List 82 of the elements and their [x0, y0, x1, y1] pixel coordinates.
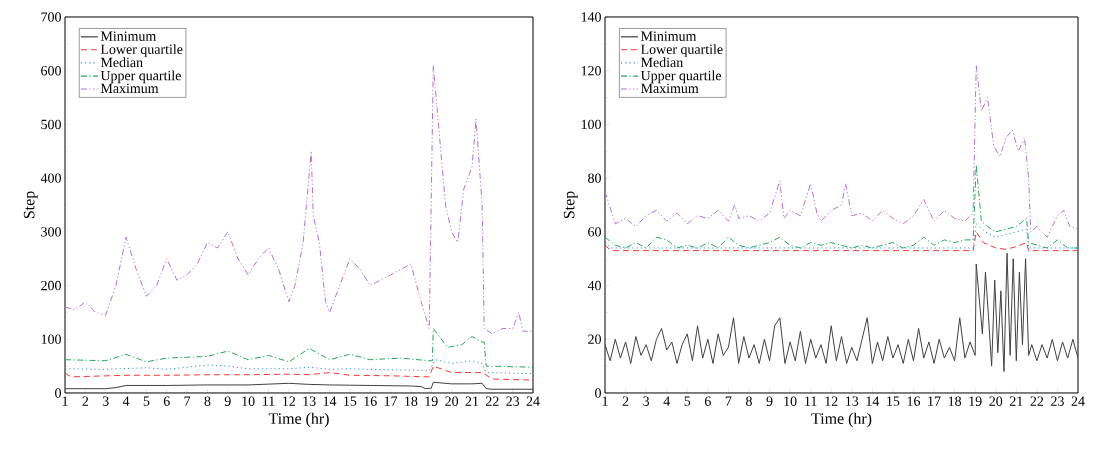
x-tick-label: 6 [163, 396, 170, 406]
x-tick-label: 11 [805, 396, 817, 406]
x-tick-label: 3 [643, 396, 650, 406]
x-tick-label: 4 [663, 396, 670, 406]
legend-label: Minimum [100, 31, 157, 41]
x-tick-label: 7 [725, 396, 732, 406]
y-tick-label: 100 [41, 334, 61, 344]
x-tick-label: 16 [907, 396, 921, 406]
x-tick-label: 8 [746, 396, 752, 406]
x-tick-label: 10 [784, 396, 797, 406]
y-tick-label: 40 [587, 280, 601, 291]
line-series [65, 359, 534, 375]
x-tick-label: 6 [704, 396, 711, 406]
x-tick-label: 12 [825, 396, 838, 406]
x-tick-label: 2 [622, 396, 629, 406]
y-axis-title: Step [563, 191, 578, 219]
x-tick-label: 20 [445, 396, 459, 406]
x-tick-label: 1 [62, 396, 68, 406]
x-tick-label: 24 [526, 396, 540, 406]
x-tick-label: 17 [384, 396, 398, 406]
x-tick-label: 5 [143, 396, 150, 406]
x-tick-label: 14 [866, 396, 880, 406]
x-tick-label: 9 [766, 396, 773, 406]
y-tick-label: 400 [40, 173, 61, 183]
legend-label: Maximum [641, 83, 699, 94]
x-tick-label: 23 [506, 396, 520, 406]
x-tick-label: 9 [224, 396, 231, 406]
y-axis-title: Step [23, 191, 38, 219]
x-tick-label: 2 [82, 396, 89, 406]
y-tick-label: 120 [581, 65, 601, 76]
x-tick-label: 17 [928, 396, 941, 406]
x-tick-label: 20 [989, 396, 1003, 406]
x-tick-label: 22 [1030, 396, 1044, 406]
x-tick-label: 8 [204, 396, 211, 406]
x-tick-label: 21 [1009, 396, 1023, 406]
x-tick-label: 19 [425, 396, 438, 406]
y-tick-label: 80 [588, 173, 601, 183]
x-tick-label: 14 [323, 396, 337, 406]
x-tick-label: 15 [887, 396, 900, 406]
x-axis-title: Time (hr) [268, 412, 329, 428]
x-tick-label: 19 [969, 396, 982, 406]
x-tick-label: 11 [262, 396, 275, 406]
x-tick-label: 5 [684, 396, 691, 406]
line-series [605, 164, 1079, 249]
legend-label: Median [100, 57, 143, 68]
x-tick-label: 1 [602, 396, 608, 406]
x-tick-label: 13 [303, 396, 316, 406]
x-tick-label: 23 [1051, 396, 1064, 406]
line-series [65, 328, 534, 368]
legend-label: Median [641, 57, 683, 68]
x-tick-label: 18 [948, 396, 962, 406]
line-series [65, 381, 534, 390]
x-tick-label: 7 [184, 396, 191, 406]
y-tick-label: 200 [41, 280, 61, 291]
x-tick-label: 16 [364, 396, 377, 406]
legend-label: Lower quartile [641, 44, 723, 57]
legend-label: Upper quartile [640, 70, 722, 84]
x-tick-label: 13 [846, 396, 859, 406]
legend-label: Upper quartile [100, 70, 181, 84]
x-tick-label: 24 [1071, 396, 1085, 406]
y-tick-label: 20 [588, 334, 601, 344]
x-axis-title: Time (hr) [811, 412, 872, 428]
legend-label: Maximum [100, 83, 159, 94]
y-tick-label: 100 [581, 119, 601, 130]
y-tick-label: 500 [41, 119, 61, 130]
x-tick-label: 10 [242, 396, 255, 406]
x-tick-label: 12 [283, 396, 296, 406]
x-tick-label: 4 [122, 396, 130, 406]
y-tick-label: 0 [595, 388, 601, 398]
y-tick-label: 300 [41, 227, 61, 237]
y-tick-label: 700 [41, 12, 61, 22]
y-tick-label: 600 [41, 65, 61, 76]
x-tick-label: 15 [344, 396, 357, 406]
y-tick-label: 140 [581, 12, 601, 22]
legend-label: Minimum [641, 31, 697, 41]
y-tick-label: 0 [55, 388, 61, 398]
x-tick-label: 3 [102, 396, 109, 406]
x-tick-label: 22 [485, 396, 499, 406]
legend-label: Lower quartile [100, 44, 183, 57]
x-tick-label: 18 [405, 396, 418, 406]
y-tick-label: 60 [588, 227, 601, 237]
x-tick-label: 21 [465, 396, 479, 406]
